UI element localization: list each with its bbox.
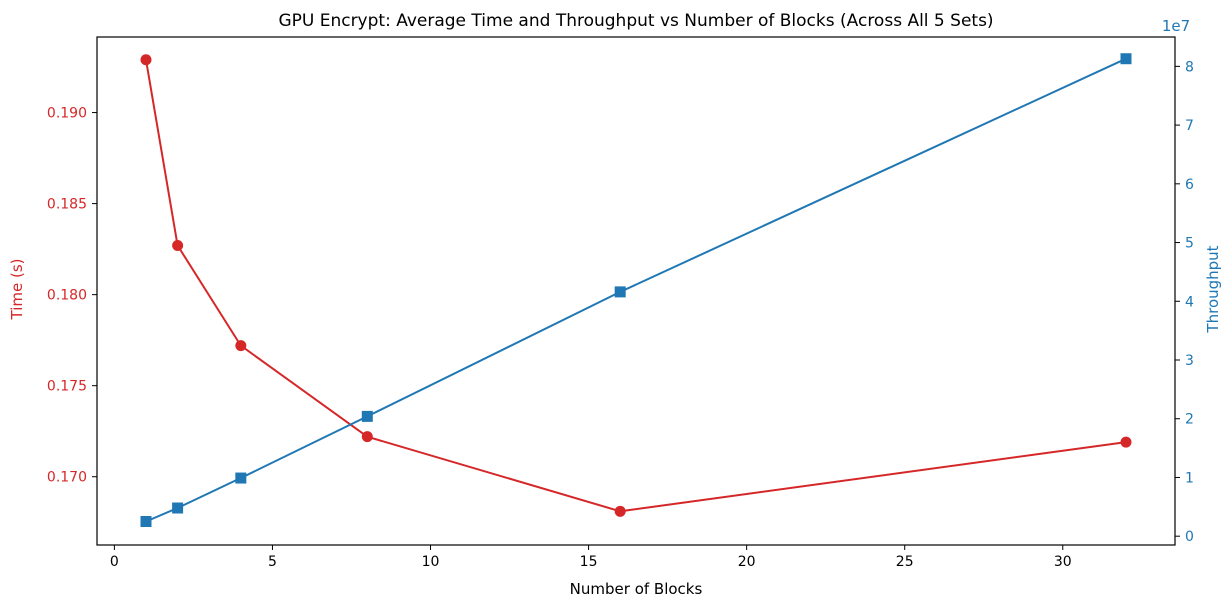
left-y-tick-label: 0.185 xyxy=(47,197,87,213)
x-axis-label: Number of Blocks xyxy=(570,580,703,598)
series-line-2 xyxy=(145,57,1127,523)
series-1-point xyxy=(172,239,184,251)
series-2-point xyxy=(1120,53,1132,65)
right-axis-offset-text: 1e7 xyxy=(1162,17,1190,35)
series-line-1 xyxy=(145,59,1127,513)
chart-title: GPU Encrypt: Average Time and Throughput… xyxy=(278,11,993,31)
series-1-point xyxy=(361,431,373,443)
series-2-point xyxy=(361,410,373,422)
left-y-axis-label: Time (s) xyxy=(8,259,26,321)
left-y-tick-label: 0.190 xyxy=(47,106,87,122)
right-y-tick-label: 0 xyxy=(1185,529,1194,545)
x-tick-label: 25 xyxy=(896,554,914,570)
right-y-tick-label: 2 xyxy=(1185,412,1194,428)
plot-frame xyxy=(96,36,1176,546)
series-2-point xyxy=(235,472,247,484)
x-tick-label: 20 xyxy=(738,554,756,570)
series-2-point xyxy=(140,516,152,528)
right-y-tick-label: 3 xyxy=(1185,353,1194,369)
left-y-tick-label: 0.170 xyxy=(47,470,87,486)
left-y-tick-label: 0.180 xyxy=(47,288,87,304)
series-1-point xyxy=(1120,436,1132,448)
x-tick-label: 10 xyxy=(422,554,440,570)
left-y-tick-label: 0.175 xyxy=(47,379,87,395)
series-2-point xyxy=(172,502,184,514)
right-y-tick-label: 5 xyxy=(1185,236,1194,252)
series-2-point xyxy=(614,286,626,298)
series-1-point xyxy=(614,505,626,517)
series-1-point xyxy=(140,54,152,66)
right-y-tick-label: 6 xyxy=(1185,177,1194,193)
x-tick-label: 30 xyxy=(1054,554,1072,570)
right-y-tick-label: 1 xyxy=(1185,470,1194,486)
right-y-tick-label: 8 xyxy=(1185,59,1194,75)
right-y-tick-label: 7 xyxy=(1185,118,1194,134)
x-tick-label: 15 xyxy=(580,554,598,570)
plot-area: 0 5 10 15 20 25 300.1700.1750.1800.1850.190012… xyxy=(47,36,1194,570)
right-y-tick-label: 4 xyxy=(1185,294,1194,310)
x-tick-label: 5 xyxy=(268,554,277,570)
x-tick-label: 0 xyxy=(110,554,119,570)
right-y-axis-label: Throughput xyxy=(1204,245,1222,333)
series-1-point xyxy=(235,340,247,352)
